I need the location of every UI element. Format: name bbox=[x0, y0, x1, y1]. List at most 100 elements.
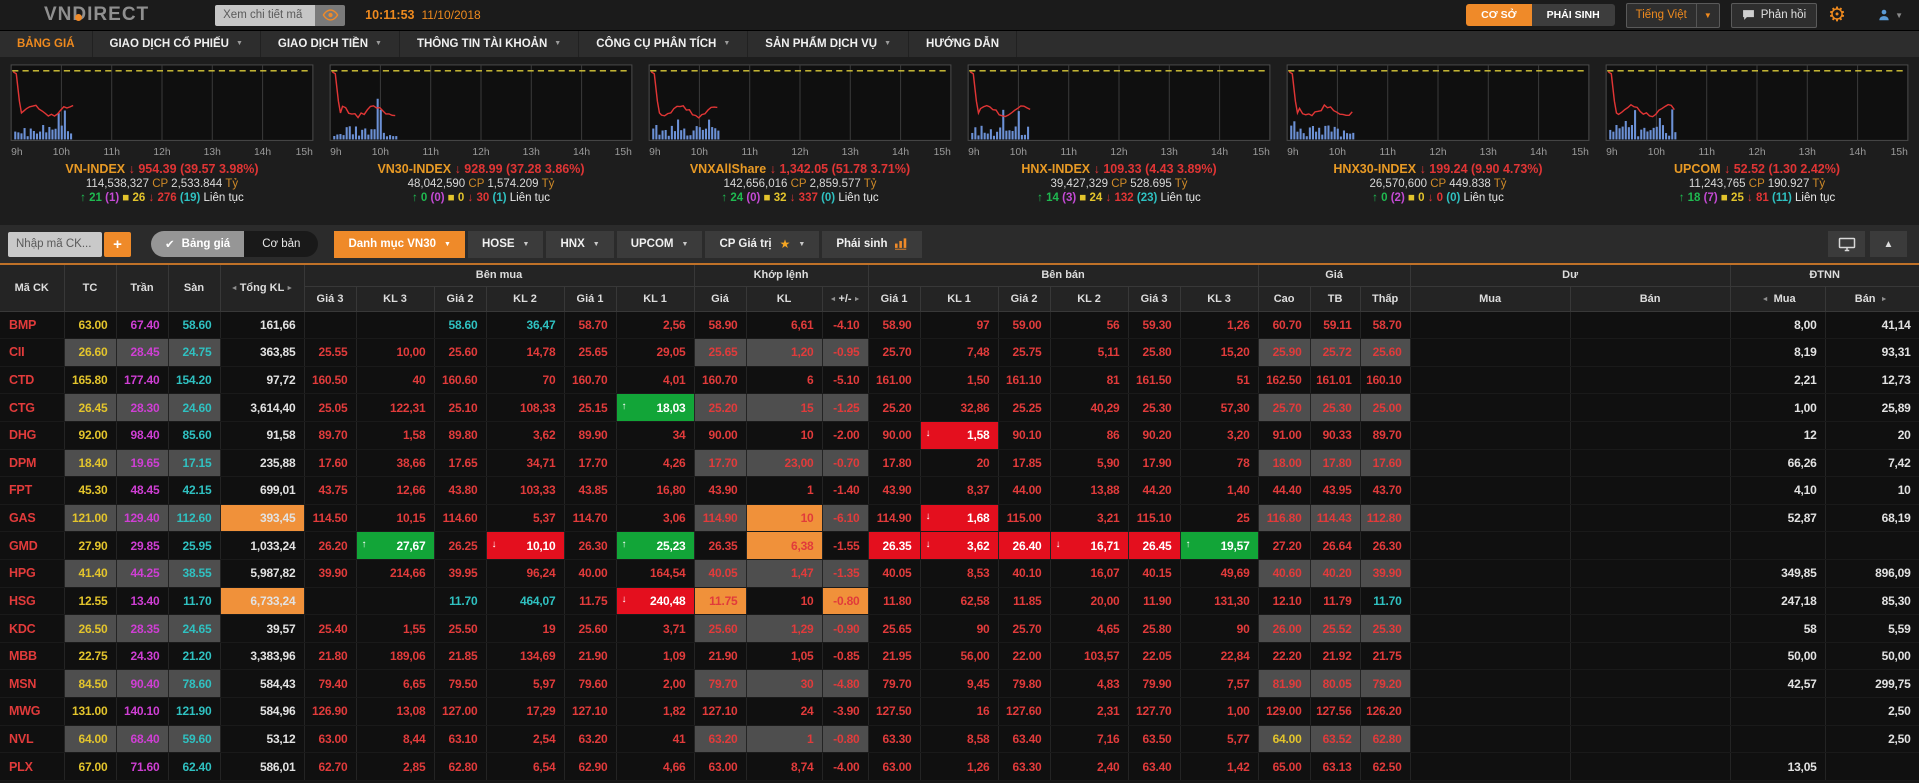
price-cell: 17.65 bbox=[434, 449, 486, 477]
table-row[interactable]: DPM18.4019.6517.15235,8817.6038,6617.653… bbox=[0, 449, 1919, 477]
index-panel-hnx30-index[interactable]: 9h10h11h12h13h14h15h HNX30-INDEX ↓ 199.2… bbox=[1283, 62, 1593, 225]
price-cell bbox=[1410, 477, 1570, 505]
index-panel-vnxallshare[interactable]: 9h10h11h12h13h14h15h VNXAllShare ↓ 1,342… bbox=[645, 62, 955, 225]
vndirect-logo[interactable]: VNDIRECT bbox=[44, 4, 149, 26]
ticker-cell[interactable]: KDC bbox=[0, 615, 64, 643]
price-cell bbox=[1410, 532, 1570, 560]
price-cell: 13,05 bbox=[1730, 753, 1825, 781]
nav-item-cong-cu-phan-tich[interactable]: CÔNG CỤ PHÂN TÍCH▼ bbox=[579, 31, 748, 57]
ticker-cell[interactable]: DHG bbox=[0, 421, 64, 449]
feedback-button[interactable]: Phản hồi bbox=[1731, 3, 1817, 28]
price-cell: 25.95 bbox=[168, 532, 220, 560]
user-account-icon[interactable]: ▼ bbox=[1877, 8, 1903, 22]
ticker-cell[interactable]: GMD bbox=[0, 532, 64, 560]
price-cell: 177.40 bbox=[116, 366, 168, 394]
symbol-input[interactable] bbox=[8, 232, 102, 257]
toggle-bang-gia[interactable]: ✔ Bảng giá bbox=[151, 231, 244, 257]
ticker-cell[interactable]: CTD bbox=[0, 366, 64, 394]
table-row[interactable]: PLX67.0071.6062.40586,0162.702,8562.806,… bbox=[0, 753, 1919, 781]
index-breadth: ↑ 14 (3) ■ 24 ↓ 132 (23) Liên tục bbox=[964, 192, 1274, 204]
chevron-down-icon: ▼ bbox=[523, 241, 530, 248]
index-breadth: ↑ 24 (0) ■ 32 ↓ 337 (0) Liên tục bbox=[645, 192, 955, 204]
ticker-cell[interactable]: CTG bbox=[0, 394, 64, 422]
nav-item-giao-dich-co-phieu[interactable]: GIAO DỊCH CỔ PHIẾU▼ bbox=[93, 31, 261, 57]
table-row[interactable]: HPG41.4044.2538.555,987,8239.90214,6639.… bbox=[0, 559, 1919, 587]
scroll-left-icon[interactable]: ◄ bbox=[229, 285, 240, 292]
board-tab-hose[interactable]: HOSE ▼ bbox=[468, 231, 544, 258]
group-header: Dư bbox=[1410, 265, 1730, 286]
price-cell: 64.00 bbox=[1258, 725, 1310, 753]
table-row[interactable]: BMP63.0067.4058.60161,6658.6036,4758.702… bbox=[0, 311, 1919, 339]
ticker-cell[interactable]: MSN bbox=[0, 670, 64, 698]
price-cell: 1,47 bbox=[746, 559, 822, 587]
ticker-cell[interactable]: DPM bbox=[0, 449, 64, 477]
table-row[interactable]: FPT45.3048.4542.15699,0143.7512,6643.801… bbox=[0, 477, 1919, 505]
ticker-cell[interactable]: GAS bbox=[0, 504, 64, 532]
price-cell: 26.45 bbox=[64, 394, 116, 422]
board-tab-cp-gia-tri[interactable]: CP Giá trị★▼ bbox=[705, 231, 819, 258]
table-row[interactable]: MWG131.00140.10121.90584,96126.9013,0812… bbox=[0, 698, 1919, 726]
price-cell: 90 bbox=[920, 615, 998, 643]
language-select[interactable]: Tiếng Việt ▼ bbox=[1626, 3, 1720, 28]
table-row[interactable]: KDC26.5028.3524.6539,5725.401,5525.50192… bbox=[0, 615, 1919, 643]
tab-label: HNX bbox=[560, 238, 584, 250]
price-cell: 93,31 bbox=[1825, 339, 1919, 367]
ticker-cell[interactable]: FPT bbox=[0, 477, 64, 505]
toggle-co-ban[interactable]: Cơ bản bbox=[244, 231, 318, 257]
scroll-right-icon[interactable]: ► bbox=[1879, 296, 1890, 303]
scroll-left-icon[interactable]: ◄ bbox=[1760, 296, 1771, 303]
clock-date: 11/10/2018 bbox=[422, 8, 481, 22]
ticker-cell[interactable]: MWG bbox=[0, 698, 64, 726]
index-panel-vn30-index[interactable]: 9h10h11h12h13h14h15h VN30-INDEX ↓ 928.99… bbox=[326, 62, 636, 225]
tab-phai-sinh[interactable]: PHÁI SINH bbox=[1532, 4, 1615, 26]
table-row[interactable]: CTD165.80177.40154.2097,72160.5040160.60… bbox=[0, 366, 1919, 394]
price-cell: 43.90 bbox=[868, 477, 920, 505]
table-row[interactable]: MSN84.5090.4078.60584,4379.406,6579.505,… bbox=[0, 670, 1919, 698]
view-symbol-button[interactable] bbox=[315, 5, 345, 26]
table-row[interactable]: MBB22.7524.3021.203,383,9621.80189,0621.… bbox=[0, 642, 1919, 670]
collapse-charts-button[interactable]: ▲ bbox=[1870, 231, 1907, 257]
table-row[interactable]: DHG92.0098.4085.6091,5889.701,5889.803,6… bbox=[0, 421, 1919, 449]
nav-item-huong-dan[interactable]: HƯỚNG DẪN bbox=[909, 31, 1017, 57]
table-row[interactable]: GMD27.9029.8525.951,033,2426.20↑27,6726.… bbox=[0, 532, 1919, 560]
nav-item-bang-gia[interactable]: BẢNG GIÁ bbox=[0, 31, 93, 57]
table-row[interactable]: CTG26.4528.3024.603,614,4025.05122,3125.… bbox=[0, 394, 1919, 422]
board-tab-phai-sinh[interactable]: Phái sinh bbox=[822, 231, 922, 258]
tab-co-so[interactable]: CƠ SỞ bbox=[1466, 4, 1531, 26]
tab-label: HOSE bbox=[482, 238, 515, 250]
board-tab-danh-muc-vn30[interactable]: Danh mục VN30▼ bbox=[334, 231, 465, 258]
price-cell: 63.30 bbox=[998, 753, 1050, 781]
index-panel-upcom[interactable]: 9h10h11h12h13h14h15h UPCOM ↓ 52.52 (1.30… bbox=[1602, 62, 1912, 225]
col-header: Giá 2 bbox=[998, 286, 1050, 311]
symbol-filter: + bbox=[8, 232, 131, 257]
add-symbol-button[interactable]: + bbox=[104, 232, 131, 257]
board-tab-hnx[interactable]: HNX▼ bbox=[546, 231, 613, 258]
ticker-cell[interactable]: BMP bbox=[0, 311, 64, 339]
index-panel-vn-index[interactable]: 9h10h11h12h13h14h15h VN-INDEX ↓ 954.39 (… bbox=[7, 62, 317, 225]
table-row[interactable]: HSG12.5513.4011.706,733,2411.70464,0711.… bbox=[0, 587, 1919, 615]
ticker-cell[interactable]: CII bbox=[0, 339, 64, 367]
table-row[interactable]: GAS121.00129.40112.60393,45114.5010,1511… bbox=[0, 504, 1919, 532]
ticker-cell[interactable]: HPG bbox=[0, 559, 64, 587]
settings-gear-icon[interactable]: ⚙ bbox=[1828, 5, 1846, 25]
scroll-left-icon[interactable]: ◄ bbox=[828, 296, 839, 303]
table-row[interactable]: CII26.6028.4524.75363,8525.5510,0025.601… bbox=[0, 339, 1919, 367]
price-cell: 90.33 bbox=[1310, 421, 1360, 449]
ticker-cell[interactable]: PLX bbox=[0, 753, 64, 781]
bar-chart-icon bbox=[895, 238, 908, 250]
scroll-right-icon[interactable]: ► bbox=[852, 296, 863, 303]
index-panel-hnx-index[interactable]: 9h10h11h12h13h14h15h HNX-INDEX ↓ 109.33 … bbox=[964, 62, 1274, 225]
nav-item-san-pham-dich-vu[interactable]: SẢN PHẨM DỊCH VỤ▼ bbox=[748, 31, 909, 57]
ticker-cell[interactable]: MBB bbox=[0, 642, 64, 670]
ticker-cell[interactable]: HSG bbox=[0, 587, 64, 615]
nav-item-thong-tin-tai-khoan[interactable]: THÔNG TIN TÀI KHOẢN▼ bbox=[400, 31, 579, 57]
index-intraday-chart: 9h10h11h12h13h14h15h bbox=[1283, 62, 1593, 160]
table-row[interactable]: NVL64.0068.4059.6053,1263.008,4463.102,5… bbox=[0, 725, 1919, 753]
symbol-detail-input[interactable] bbox=[215, 5, 315, 26]
nav-item-giao-dich-tien[interactable]: GIAO DỊCH TIỀN▼ bbox=[261, 31, 400, 57]
board-tab-upcom[interactable]: UPCOM▼ bbox=[617, 231, 703, 258]
scroll-right-icon[interactable]: ► bbox=[284, 285, 295, 292]
fullscreen-button[interactable] bbox=[1828, 231, 1865, 257]
price-cell: 66,26 bbox=[1730, 449, 1825, 477]
ticker-cell[interactable]: NVL bbox=[0, 725, 64, 753]
